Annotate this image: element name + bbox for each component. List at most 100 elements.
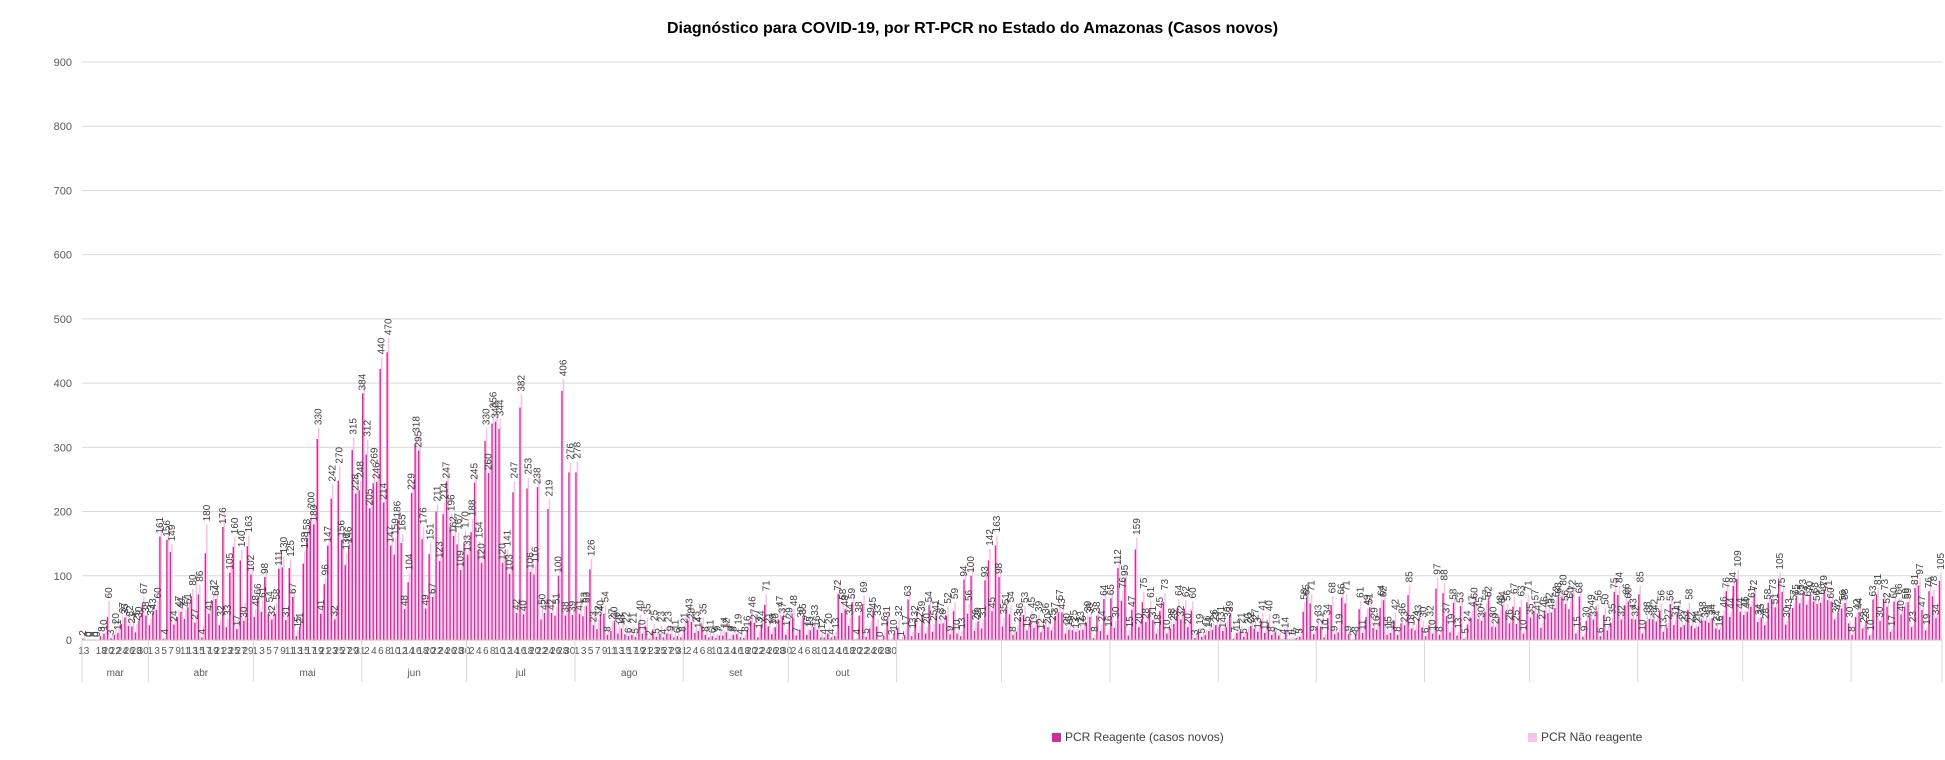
bar-nao-reagente xyxy=(765,594,767,640)
data-label-nao-reagente: 53 xyxy=(1020,591,1031,603)
data-label-reagente: 28 xyxy=(686,607,697,619)
x-tick-label: 30 xyxy=(886,646,898,657)
bar-reagente xyxy=(1687,609,1689,640)
data-label-reagente: 0 xyxy=(92,631,103,637)
data-label-nao-reagente: 54 xyxy=(265,591,276,603)
bar-reagente xyxy=(232,546,235,640)
x-tick-label: 28 xyxy=(774,646,786,657)
bar-nao-reagente xyxy=(1912,625,1914,640)
bar-nao-reagente xyxy=(776,619,778,640)
bar-reagente xyxy=(694,632,696,640)
x-tick-label: 7 xyxy=(273,646,279,657)
bar-nao-reagente xyxy=(1213,623,1215,640)
x-tick-label: 14 xyxy=(830,646,842,657)
data-label-nao-reagente: 26 xyxy=(1209,609,1220,621)
x-tick-label: 20 xyxy=(746,646,758,657)
bar-nao-reagente xyxy=(1164,593,1166,640)
data-label-nao-reagente: 37 xyxy=(1831,602,1842,614)
bar-nao-reagente xyxy=(1041,626,1044,640)
x-tick-label: 11 xyxy=(180,646,191,657)
bar-nao-reagente xyxy=(108,601,110,640)
data-label-nao-reagente: 59 xyxy=(1901,588,1912,600)
data-label-nao-reagente: 57 xyxy=(1530,589,1541,601)
bar-nao-reagente xyxy=(709,632,712,640)
data-label-nao-reagente: 46 xyxy=(1719,596,1730,608)
bar-nao-reagente xyxy=(1936,614,1939,640)
bar-nao-reagente xyxy=(622,618,624,640)
bar-reagente xyxy=(1197,632,1200,640)
bar-reagente xyxy=(1466,624,1469,640)
bar-nao-reagente xyxy=(1324,633,1327,640)
bar-reagente xyxy=(882,635,885,640)
data-label-reagente: 8 xyxy=(700,626,711,632)
bar-nao-reagente xyxy=(1055,607,1058,640)
bar-reagente xyxy=(1533,611,1535,640)
data-label-nao-reagente: 33 xyxy=(223,604,234,616)
x-tick-label: 28 xyxy=(879,646,891,657)
bar-reagente xyxy=(323,584,325,640)
bar-nao-reagente xyxy=(1038,614,1040,640)
bar-nao-reagente xyxy=(1108,629,1110,640)
bar-reagente xyxy=(127,625,130,640)
bar-reagente xyxy=(655,636,658,640)
bar-reagente xyxy=(1113,627,1116,640)
bar-reagente xyxy=(1617,595,1619,640)
bar-nao-reagente xyxy=(251,565,254,640)
data-label-reagente: 29 xyxy=(784,607,795,619)
data-label-nao-reagente: 219 xyxy=(544,479,555,496)
bar-nao-reagente xyxy=(1618,586,1621,640)
bar-reagente xyxy=(1211,629,1214,640)
data-label-nao-reagente: 214 xyxy=(440,482,451,499)
bar-reagente xyxy=(1753,593,1755,640)
data-label-reagente: 64 xyxy=(211,584,222,596)
bar-reagente xyxy=(812,627,815,640)
bar-reagente xyxy=(1169,628,1172,640)
bar-reagente xyxy=(561,390,563,640)
data-label-reagente: 39 xyxy=(917,600,928,612)
bar-reagente xyxy=(1463,638,1465,640)
bar-nao-reagente xyxy=(188,602,191,640)
bar-reagente xyxy=(480,562,483,640)
data-label-reagente: 41 xyxy=(316,599,327,611)
data-label-reagente: 34 xyxy=(1323,604,1334,616)
bar-nao-reagente xyxy=(943,615,946,640)
data-label-reagente: 35 xyxy=(1756,603,1767,615)
bar-reagente xyxy=(973,631,976,640)
bar-reagente xyxy=(1749,606,1752,640)
bar-nao-reagente xyxy=(265,568,268,640)
data-label-reagente: 9 xyxy=(1309,625,1320,631)
bar-reagente xyxy=(1889,631,1892,640)
data-label-nao-reagente: 30 xyxy=(1111,606,1122,618)
data-label-nao-reagente: 26 xyxy=(971,609,982,621)
x-tick-label: 26 xyxy=(550,646,562,657)
bar-nao-reagente xyxy=(1261,613,1264,640)
bar-nao-reagente xyxy=(982,620,984,640)
bar-reagente xyxy=(1232,638,1235,640)
bar-nao-reagente xyxy=(1450,627,1453,640)
bar-reagente xyxy=(977,621,979,640)
data-label-reagente: 54 xyxy=(924,591,935,603)
bar-nao-reagente xyxy=(1289,637,1292,640)
bar-reagente xyxy=(159,536,161,640)
bar-reagente xyxy=(152,612,154,640)
bar-reagente xyxy=(1763,625,1766,640)
bar-reagente xyxy=(463,543,465,640)
bar-nao-reagente xyxy=(1919,577,1921,640)
bar-nao-reagente xyxy=(657,632,659,640)
bar-nao-reagente xyxy=(573,605,575,640)
bar-reagente xyxy=(1271,634,1273,640)
bar-reagente xyxy=(540,619,542,640)
x-tick-label: 9 xyxy=(280,646,286,657)
bar-nao-reagente xyxy=(1464,636,1467,640)
bar-nao-reagente xyxy=(122,616,124,640)
bar-reagente xyxy=(1666,627,1668,640)
data-label-nao-reagente: 10 xyxy=(1321,619,1332,631)
bar-reagente xyxy=(1879,620,1881,640)
bar-reagente xyxy=(1078,630,1081,640)
data-label-nao-reagente: 48 xyxy=(789,595,800,607)
bar-reagente xyxy=(218,625,221,640)
bar-nao-reagente xyxy=(527,477,530,640)
bar-reagente xyxy=(1040,632,1042,640)
data-label-nao-reagente: 13 xyxy=(831,617,842,629)
bar-nao-reagente xyxy=(580,604,582,640)
